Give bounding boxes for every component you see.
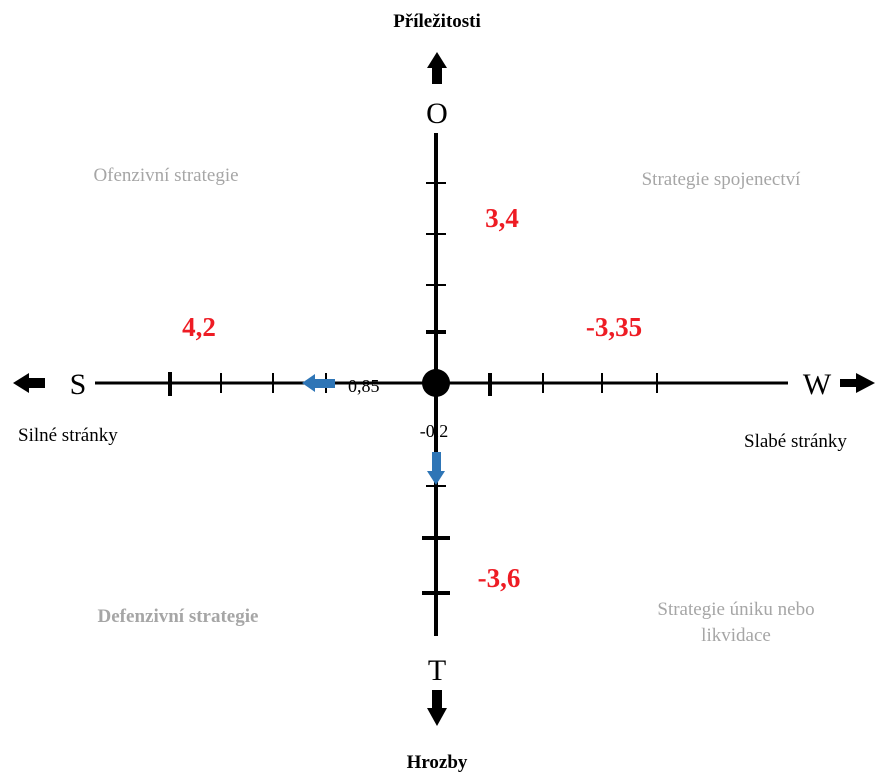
- axis-letter-t: T: [428, 654, 446, 687]
- horizontal-ticks: [168, 372, 658, 396]
- result-y-value: -0,2: [420, 421, 449, 441]
- axis-letter-o: O: [426, 97, 448, 130]
- axis-letter-s: S: [70, 368, 87, 401]
- threats-label: Hrozby: [407, 752, 468, 773]
- opportunities-label: Příležitosti: [393, 11, 481, 32]
- arrow-down-icon: [427, 690, 447, 726]
- weaknesses-label: Slabé stránky: [744, 431, 847, 452]
- axis-letter-w: W: [803, 368, 832, 401]
- arrow-right-icon: [840, 373, 875, 393]
- quadrant-escape-line1: Strategie úniku nebo: [657, 599, 814, 620]
- arrow-left-icon: [13, 373, 45, 393]
- quadrant-offensive: Ofenzivní strategie: [93, 165, 238, 186]
- quadrant-escape-line2: likvidace: [701, 625, 771, 646]
- result-x-value: 0,85: [348, 376, 380, 396]
- weaknesses-value: -3,35: [586, 312, 642, 342]
- vertical-ticks-upper: [426, 182, 446, 334]
- quadrant-defensive: Defenzivní strategie: [98, 606, 259, 627]
- vertical-ticks-lower: [422, 485, 450, 595]
- opportunities-value: 3,4: [485, 203, 519, 233]
- quadrant-alliance: Strategie spojenectví: [642, 169, 802, 190]
- blue-arrow-down-icon: [427, 452, 445, 485]
- strengths-label: Silné stránky: [18, 425, 118, 446]
- origin-dot: [422, 369, 450, 397]
- threats-value: -3,6: [478, 563, 521, 593]
- strengths-value: 4,2: [182, 312, 216, 342]
- blue-arrow-left-icon: [302, 374, 335, 392]
- arrow-up-icon: [427, 52, 447, 84]
